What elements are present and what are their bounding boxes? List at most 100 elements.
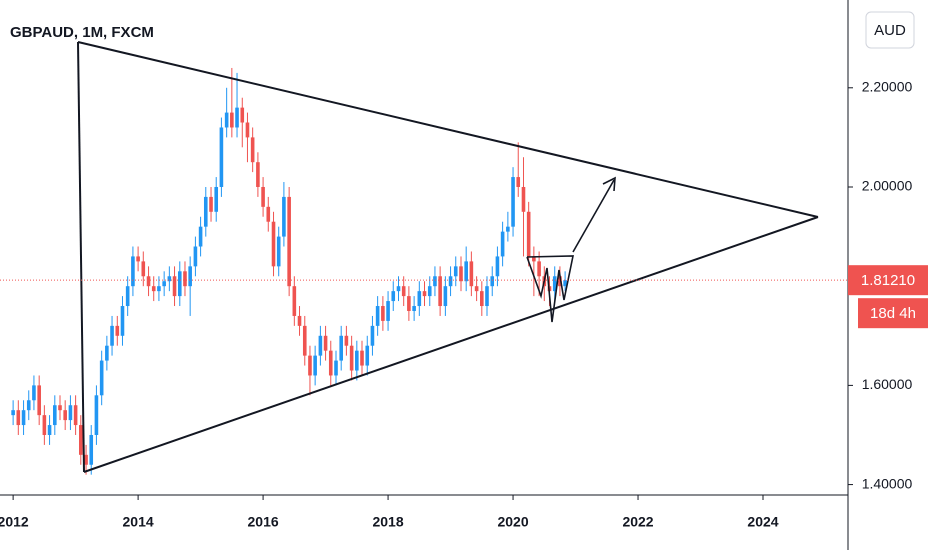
- candle-body: [412, 306, 416, 311]
- candle-body: [157, 286, 161, 292]
- candle-body: [240, 107, 245, 123]
- currency-button[interactable]: [865, 11, 915, 49]
- candle-body: [297, 315, 302, 326]
- candle-body: [183, 271, 187, 287]
- candle-body: [99, 360, 104, 396]
- candle-body: [323, 335, 328, 351]
- candle-body: [391, 291, 396, 302]
- candle-body: [230, 112, 234, 128]
- candle-body: [401, 286, 406, 297]
- x-tick-label: 2020: [497, 514, 528, 530]
- candle-body: [209, 196, 213, 212]
- candle-body: [563, 280, 567, 287]
- candle-body: [443, 286, 448, 307]
- candle-body: [120, 306, 125, 336]
- candle-body: [459, 266, 463, 282]
- candle-body: [318, 335, 323, 356]
- candle-body: [42, 415, 47, 435]
- candle-body: [167, 276, 172, 282]
- candle-body: [21, 410, 26, 426]
- candle-body: [73, 405, 78, 426]
- candle-body: [339, 335, 343, 361]
- candle-body: [141, 261, 146, 277]
- candle-body: [235, 107, 239, 128]
- trend-line: [77, 41, 85, 473]
- candle-body: [224, 112, 229, 128]
- candle-body: [474, 286, 479, 292]
- candle-body: [417, 291, 422, 307]
- candle-body: [370, 325, 375, 346]
- candle-body: [245, 122, 250, 138]
- candle-body: [282, 196, 286, 237]
- candle-body: [334, 360, 338, 376]
- candle-body: [271, 221, 276, 267]
- x-tick-label: 2016: [248, 514, 279, 530]
- candle-body: [63, 410, 67, 421]
- x-tick-label: 2012: [0, 514, 29, 530]
- candle-body: [308, 355, 312, 376]
- candle-body: [287, 196, 291, 287]
- candle-body: [26, 400, 31, 411]
- candle-body: [349, 345, 354, 371]
- arrow-head: [602, 176, 616, 192]
- y-tick-label: 1.60000: [862, 376, 913, 392]
- chart-title: GBPAUD, 1M, FXCM: [10, 24, 154, 41]
- candle-body: [266, 206, 271, 222]
- candle-body: [328, 350, 333, 376]
- x-tick-label: 2018: [372, 514, 403, 530]
- y-tick-label: 2.20000: [862, 78, 913, 94]
- candle-body: [485, 286, 489, 307]
- candle-body: [151, 286, 156, 292]
- candle-body: [115, 325, 120, 336]
- candle-body: [177, 271, 182, 297]
- candle-body: [386, 301, 390, 321]
- candle-body: [438, 276, 442, 307]
- candle-body: [53, 405, 57, 426]
- candle-body: [506, 226, 510, 232]
- y-tick-label: 1.40000: [862, 475, 913, 491]
- candle-body: [250, 137, 255, 163]
- candle-body: [131, 256, 135, 287]
- candle-body: [16, 410, 21, 426]
- candle-body: [219, 127, 224, 187]
- candle-body: [495, 256, 500, 277]
- pattern-drawing: [526, 255, 574, 323]
- candle-body: [407, 296, 411, 311]
- candle-body: [552, 276, 557, 292]
- plot-area: [11, 67, 567, 475]
- candle-body: [261, 186, 265, 207]
- candle-body: [396, 286, 401, 292]
- candle-body: [375, 306, 380, 326]
- x-tick-label: 2022: [622, 514, 653, 530]
- candle-body: [256, 162, 260, 187]
- candle-body: [214, 186, 219, 212]
- candle-body: [193, 246, 198, 267]
- candle-body: [47, 425, 52, 435]
- candle-body: [11, 410, 15, 416]
- candle-body: [203, 196, 208, 227]
- candle-body: [500, 231, 505, 257]
- candle-body: [490, 276, 495, 287]
- trend-line: [77, 41, 819, 218]
- candle-body: [558, 276, 562, 287]
- candle-body: [422, 291, 427, 297]
- candle-body: [511, 177, 515, 227]
- last-price-label: 1.81210: [861, 272, 915, 289]
- candle-body: [292, 286, 297, 316]
- candle-body: [365, 345, 370, 366]
- candle-body: [355, 350, 359, 371]
- candle-body: [360, 350, 364, 366]
- candle-body: [516, 177, 521, 187]
- candle-body: [427, 286, 432, 297]
- last-price-box: [848, 265, 928, 296]
- candle-body: [79, 425, 83, 455]
- candle-body: [276, 236, 281, 267]
- candle-body: [532, 256, 536, 262]
- candle-body: [172, 276, 177, 297]
- candle-body: [537, 261, 541, 277]
- countdown-label: 18d 4h: [870, 305, 916, 322]
- candle-body: [136, 256, 140, 262]
- candle-body: [105, 345, 109, 361]
- candle-body: [110, 325, 114, 346]
